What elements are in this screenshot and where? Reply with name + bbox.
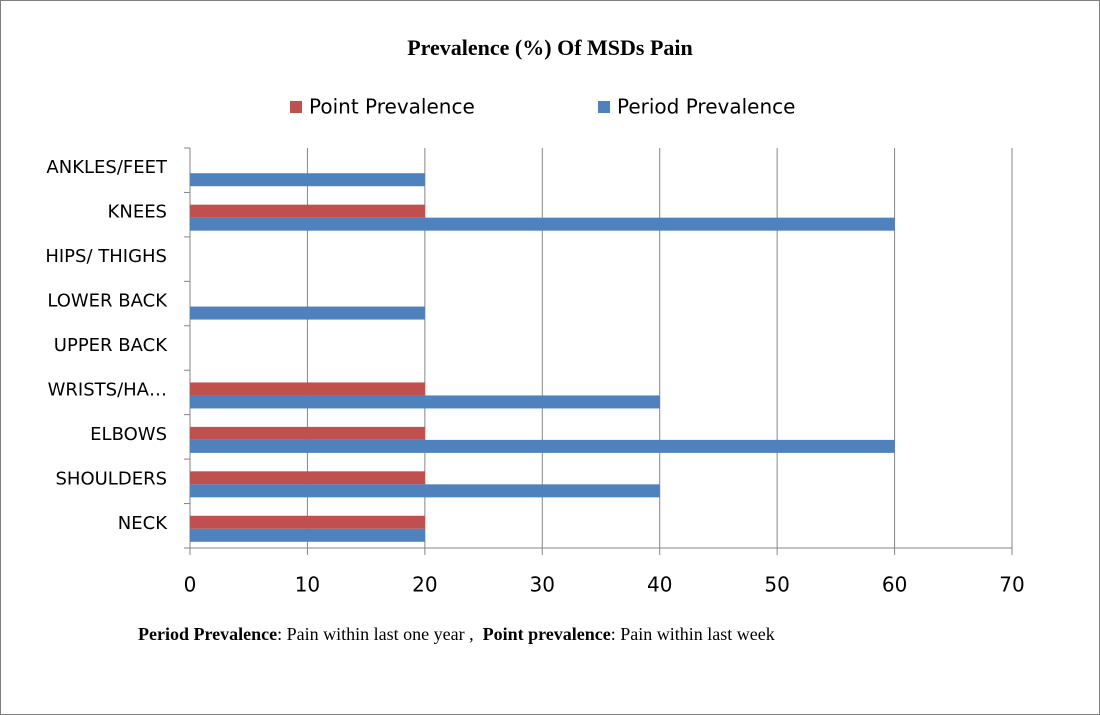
bar: [190, 471, 425, 485]
bar: [190, 204, 425, 218]
y-tick-label: UPPER BACK: [54, 335, 168, 356]
bar: [190, 395, 660, 409]
y-tick-label: WRISTS/HA…: [48, 379, 167, 400]
legend-label: Period Prevalence: [617, 95, 795, 119]
bar: [190, 306, 425, 320]
bar: [190, 484, 660, 498]
bar: [190, 528, 425, 542]
note-text: : Pain within last week: [610, 624, 775, 644]
note-label: Period Prevalence: [138, 624, 278, 644]
footnote: Period Prevalence: Pain within last one …: [138, 614, 978, 655]
x-tick-label: 70: [999, 573, 1024, 597]
chart-title: Prevalence (%) Of MSDs Pain: [407, 35, 693, 60]
note-text: : Pain within last one year ,: [277, 624, 474, 644]
y-tick-label: ELBOWS: [90, 424, 167, 445]
legend-swatch: [290, 101, 302, 113]
bar: [190, 382, 425, 396]
bar: [190, 173, 425, 187]
y-tick-label: ANKLES/FEET: [46, 157, 168, 178]
x-tick-label: 20: [412, 573, 437, 597]
x-tick-label: 60: [882, 573, 907, 597]
bar: [190, 217, 895, 231]
note-label: Point prevalence: [482, 624, 611, 644]
bar: [190, 439, 895, 453]
bar: [190, 426, 425, 440]
x-tick-label: 40: [647, 573, 672, 597]
y-tick-label: HIPS/ THIGHS: [45, 246, 167, 267]
bar: [190, 515, 425, 529]
legend-label: Point Prevalence: [309, 95, 475, 119]
y-tick-label: SHOULDERS: [56, 468, 168, 489]
x-tick-label: 50: [764, 573, 789, 597]
x-tick-label: 10: [295, 573, 320, 597]
y-tick-label: KNEES: [108, 202, 167, 223]
legend-swatch: [598, 101, 610, 113]
x-tick-label: 0: [184, 573, 197, 597]
x-tick-label: 30: [530, 573, 555, 597]
y-tick-label: NECK: [118, 513, 168, 534]
y-tick-label: LOWER BACK: [47, 291, 168, 312]
